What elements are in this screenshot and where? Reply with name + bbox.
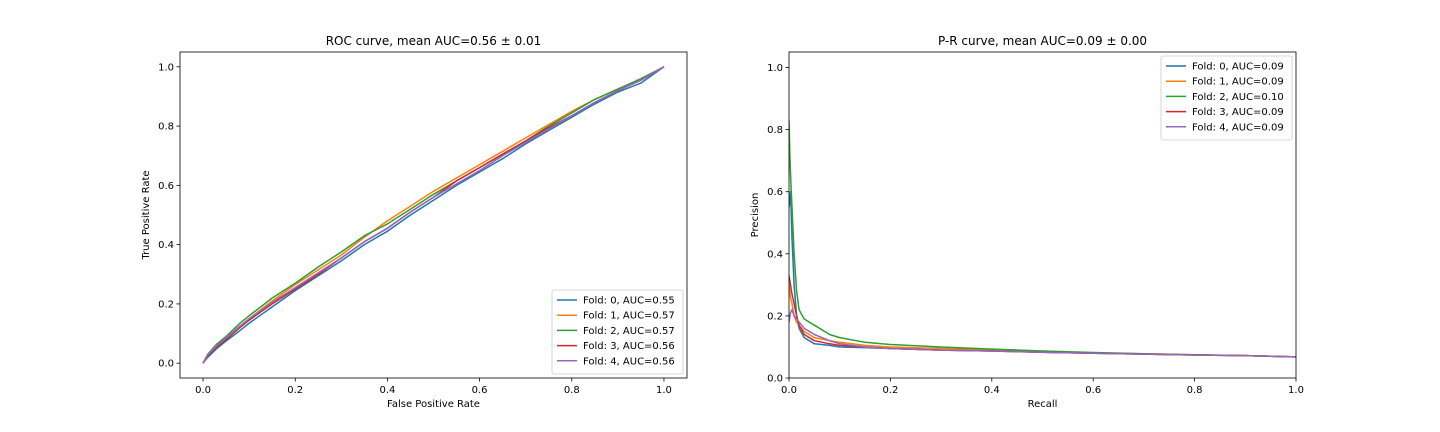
roc-chart: 0.0 0.2 0.4 0.6 0.8 1.0 0.0 0.2 0.4 0.6 0.8 1.0 ROC … <box>141 34 688 410</box>
roc-legend-label-2: Fold: 2, AUC=0.57 <box>583 326 675 337</box>
roc-xtick-label: 0.0 <box>195 385 211 396</box>
pr-ytick-label: 0.4 <box>767 249 783 260</box>
roc-series-group <box>202 66 665 364</box>
roc-xtick-label: 0.6 <box>472 385 488 396</box>
pr-xtick-label: 1.0 <box>1288 385 1304 396</box>
roc-series-line-4 <box>202 66 665 364</box>
pr-legend-label-4: Fold: 4, AUC=0.09 <box>1192 122 1284 133</box>
roc-ytick-label: 0.8 <box>158 122 174 133</box>
roc-legend: Fold: 0, AUC=0.55 Fold: 1, AUC=0.57 Fold: … <box>551 289 684 375</box>
pr-ytick-label: 0.2 <box>767 311 783 322</box>
pr-xtick-label: 0.4 <box>984 385 1000 396</box>
roc-series-line-0 <box>202 66 665 364</box>
pr-xlabel: Recall <box>1028 399 1058 410</box>
pr-xtick-label: 0.8 <box>1187 385 1203 396</box>
roc-xtick-label: 0.2 <box>287 385 303 396</box>
roc-legend-label-3: Fold: 3, AUC=0.56 <box>583 341 675 352</box>
pr-ytick-label: 0.8 <box>767 125 783 136</box>
roc-ytick-label: 1.0 <box>158 62 174 73</box>
pr-ytick-label: 0.6 <box>767 187 783 198</box>
pr-series-line-2 <box>789 120 1296 358</box>
pr-xtick-label: 0.6 <box>1085 385 1101 396</box>
roc-series-line-2 <box>202 66 665 364</box>
pr-axes-frame <box>788 51 1297 379</box>
roc-ytick-label: 0.4 <box>158 240 174 251</box>
roc-ytick-label: 0.2 <box>158 299 174 310</box>
pr-ylabel: Precision <box>750 193 761 238</box>
roc-ylabel: True Positive Rate <box>141 170 152 260</box>
pr-series-line-0 <box>789 190 1296 358</box>
roc-xtick-label: 0.4 <box>379 385 395 396</box>
roc-legend-label-1: Fold: 1, AUC=0.57 <box>583 311 675 322</box>
pr-series-group <box>789 120 1296 358</box>
pr-legend-label-3: Fold: 3, AUC=0.09 <box>1192 107 1284 118</box>
pr-title: P-R curve, mean AUC=0.09 ± 0.00 <box>938 34 1147 48</box>
pr-xtick-label: 0.0 <box>781 385 797 396</box>
pr-legend-label-1: Fold: 1, AUC=0.09 <box>1192 77 1284 88</box>
pr-legend: Fold: 0, AUC=0.09 Fold: 1, AUC=0.09 Fold: … <box>1160 55 1293 141</box>
roc-xtick-label: 1.0 <box>656 385 672 396</box>
pr-series-line-4 <box>789 308 1296 358</box>
pr-legend-box <box>1160 55 1293 141</box>
roc-xlabel: False Positive Rate <box>387 399 480 410</box>
pr-legend-label-0: Fold: 0, AUC=0.09 <box>1192 62 1284 73</box>
roc-ytick-label: 0.6 <box>158 181 174 192</box>
pr-series-line-1 <box>789 284 1296 358</box>
pr-ytick-label: 1.0 <box>767 63 783 74</box>
pr-ytick-label: 0.0 <box>767 374 783 385</box>
roc-legend-label-4: Fold: 4, AUC=0.56 <box>583 356 675 367</box>
roc-ytick-label: 0.0 <box>158 359 174 370</box>
roc-title: ROC curve, mean AUC=0.56 ± 0.01 <box>326 34 542 48</box>
roc-legend-label-0: Fold: 0, AUC=0.55 <box>583 296 675 307</box>
pr-xtick-label: 0.2 <box>882 385 898 396</box>
roc-legend-box <box>551 289 684 375</box>
pr-legend-label-2: Fold: 2, AUC=0.10 <box>1192 92 1284 103</box>
roc-axes-frame <box>179 51 688 379</box>
roc-xtick-label: 0.8 <box>564 385 580 396</box>
pr-chart: 0.0 0.2 0.4 0.6 0.8 1.0 0.0 0.2 0.4 0.6 0.8 1.0 P-R … <box>750 34 1304 410</box>
